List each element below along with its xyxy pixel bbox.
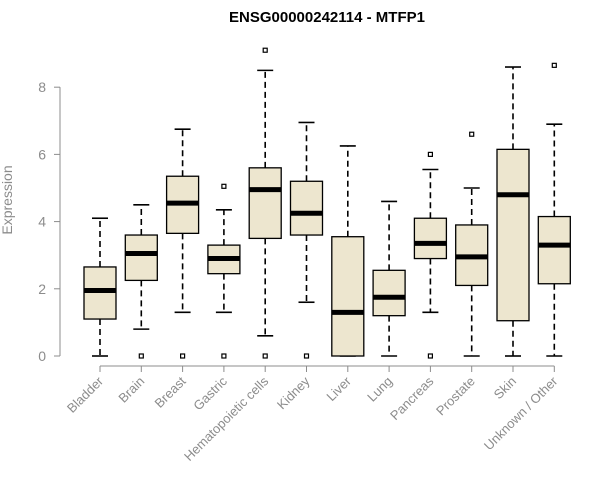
box-iqr xyxy=(496,148,530,322)
box-iqr xyxy=(83,266,117,320)
outlier-point xyxy=(262,353,268,359)
chart-title: ENSG00000242114 - MTFP1 xyxy=(229,9,425,26)
plot-area xyxy=(83,47,571,359)
outlier-point xyxy=(469,131,475,137)
x-tick-label: Skin xyxy=(491,374,519,402)
x-tick-label: Brain xyxy=(115,374,147,406)
y-tick-label: 6 xyxy=(38,146,46,162)
box-group xyxy=(496,66,530,357)
y-tick-label: 8 xyxy=(38,79,46,95)
x-tick-label: Kidney xyxy=(274,373,313,412)
box-group xyxy=(413,151,448,359)
outlier-point xyxy=(427,353,433,359)
box-group xyxy=(455,131,489,357)
y-axis-label: Expression xyxy=(0,165,15,234)
outlier-point xyxy=(221,353,227,359)
box-group xyxy=(83,217,117,357)
outlier-point xyxy=(221,183,227,189)
box-iqr xyxy=(372,269,406,317)
outlier-point xyxy=(303,353,310,359)
x-tick-label: Pancreas xyxy=(387,373,437,423)
box-group xyxy=(248,47,282,359)
x-tick-label: Breast xyxy=(152,373,189,410)
box-group xyxy=(207,183,241,359)
box-iqr xyxy=(124,234,158,282)
box-group xyxy=(537,62,571,357)
box-group xyxy=(372,200,406,357)
outlier-point xyxy=(180,353,186,359)
x-tick-label: Gastric xyxy=(190,373,230,413)
x-tick-label: Unknown / Other xyxy=(481,373,561,453)
x-tick-label: Lung xyxy=(364,374,395,405)
box-iqr xyxy=(331,236,365,357)
x-tick-label: Bladder xyxy=(64,373,107,416)
box-group xyxy=(124,203,158,359)
y-tick-label: 2 xyxy=(38,281,46,297)
box-group xyxy=(331,145,365,357)
y-tick-label: 0 xyxy=(38,348,46,364)
outlier-point xyxy=(138,353,144,359)
x-tick-label: Prostate xyxy=(433,374,478,419)
outlier-point xyxy=(551,62,557,68)
box-group xyxy=(289,121,324,359)
outlier-point xyxy=(262,47,268,53)
x-tick-label: Liver xyxy=(323,373,354,404)
box-iqr xyxy=(289,180,324,236)
outlier-point xyxy=(427,151,433,157)
box-iqr xyxy=(248,167,282,240)
box-iqr xyxy=(413,217,448,260)
y-tick-label: 4 xyxy=(38,214,46,230)
box-group xyxy=(165,128,200,359)
box-iqr xyxy=(537,215,571,285)
